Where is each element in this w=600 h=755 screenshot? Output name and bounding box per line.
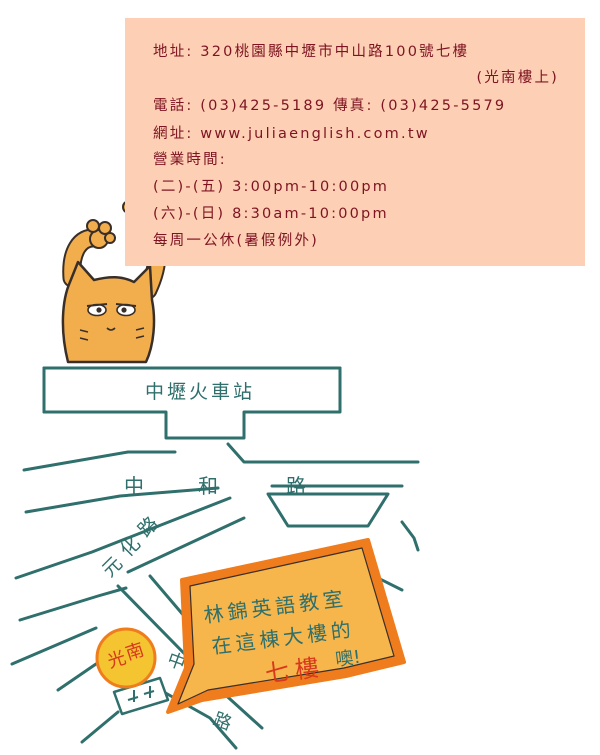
zhonghe-road-label: 中 和 路: [124, 474, 306, 498]
landmark-marker: 光 南: [95, 627, 157, 689]
svg-text:中: 中: [124, 474, 144, 498]
hours-weekend: (六)-(日) 8:30am-10:00pm: [153, 206, 389, 222]
svg-text:元: 元: [98, 553, 127, 582]
train-station: 中壢火車站: [42, 366, 342, 440]
callout-bubble: 林錦英語教室 在這棟大樓的 七樓 噢!: [166, 538, 406, 714]
svg-text:路: 路: [286, 474, 306, 498]
address-note: (光南樓上): [476, 70, 559, 86]
cat-head: [61, 260, 156, 364]
svg-text:路: 路: [134, 513, 163, 542]
svg-text:和: 和: [198, 474, 218, 498]
hours-weekday: (二)-(五) 3:00pm-10:00pm: [153, 179, 390, 195]
building-marker: [112, 676, 170, 716]
landmark-label-1: 光: [105, 647, 129, 673]
holiday-note: 每周一公休(暑假例外): [153, 233, 320, 249]
hours-title: 營業時間:: [153, 152, 227, 168]
station-label: 中壢火車站: [145, 381, 255, 403]
svg-text:路: 路: [210, 709, 234, 735]
svg-text:化: 化: [116, 533, 145, 562]
callout-suffix: 噢!: [334, 647, 362, 671]
landmark-label-2: 南: [123, 639, 147, 665]
address-line: 地址: 320桃園縣中壢市中山路100號七樓: [153, 44, 470, 60]
cat-eyes: [86, 303, 137, 317]
website-line[interactable]: 網址: www.juliaenglish.com.tw: [153, 126, 430, 142]
phone-fax-line: 電話: (03)425-5189 傳真: (03)425-5579: [153, 98, 507, 114]
cat-left-paw: [86, 219, 116, 249]
info-panel: 地址: 320桃園縣中壢市中山路100號七樓 (光南樓上) 電話: (03)42…: [125, 18, 585, 266]
